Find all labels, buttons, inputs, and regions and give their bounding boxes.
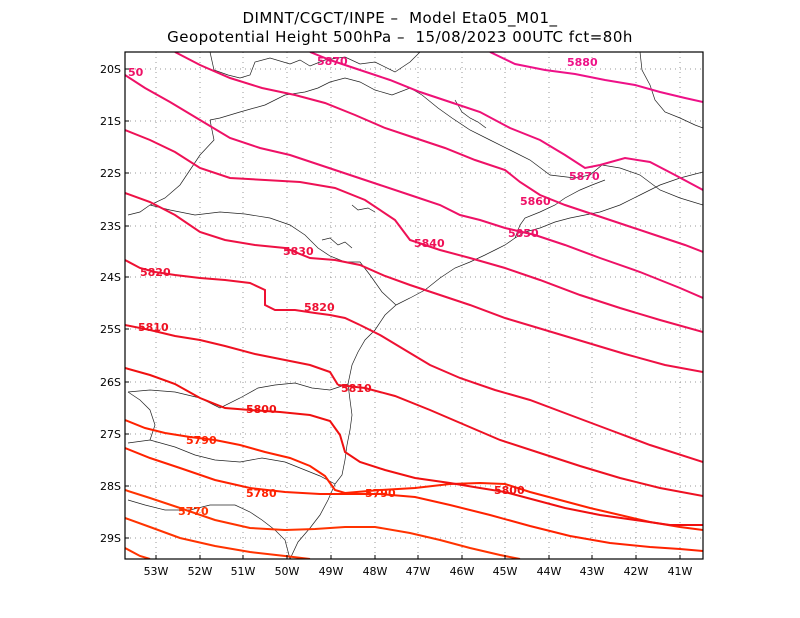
lon-label-43w: 43W <box>580 565 605 578</box>
contour-5860 <box>174 52 703 253</box>
lon-label-53w: 53W <box>144 565 169 578</box>
contour-label-5860: 5860 <box>520 195 551 208</box>
contour-5810-west <box>125 324 339 386</box>
lon-label-49w: 49W <box>319 565 344 578</box>
lon-label-42w: 42W <box>624 565 649 578</box>
contour-label-5790-west: 5790 <box>186 434 217 447</box>
contour-label-5850: 5850 <box>508 227 539 240</box>
contour-label-5770: 5770 <box>178 505 209 518</box>
lon-label-48w: 48W <box>363 565 388 578</box>
contour-5820-east <box>359 324 703 463</box>
latitude-labels: 20S 21S 22S 23S 24S 25S 26S 27S 28S 29S <box>100 63 121 545</box>
lon-label-52w: 52W <box>188 565 213 578</box>
contour-label-50: 50 <box>128 66 144 79</box>
contour-label-5810-west: 5810 <box>138 321 169 334</box>
contour-5800-west <box>125 367 506 493</box>
contour-5820-west <box>125 259 361 326</box>
lake-1 <box>351 204 376 213</box>
state-border-pr-sc <box>127 382 349 409</box>
contour-5790-west <box>125 419 346 494</box>
contour-label-5830: 5830 <box>283 245 314 258</box>
contour-5850 <box>125 74 703 299</box>
lake-3 <box>454 99 487 129</box>
country-border-west <box>127 391 291 559</box>
contour-5800-east <box>504 491 703 526</box>
contour-label-5780: 5780 <box>246 487 277 500</box>
lat-label-26s: 26S <box>100 376 121 389</box>
lon-label-44w: 44W <box>537 565 562 578</box>
lake-2 <box>321 237 353 249</box>
lat-label-29s: 29S <box>100 532 121 545</box>
contour-label-5800-east: 5800 <box>494 484 525 497</box>
contour-label-5880: 5880 <box>567 56 598 69</box>
state-border-mg-sp <box>209 77 703 206</box>
contour-labels: 5770 5780 5790 5790 5800 5800 5810 5810 … <box>128 55 600 518</box>
contour-5750 <box>125 547 151 559</box>
contour-5870-east <box>599 156 703 191</box>
contour-label-5840: 5840 <box>414 237 445 250</box>
coastline-pr-sc <box>289 304 397 559</box>
state-border-sp-pr <box>149 204 397 306</box>
lat-label-28s: 28S <box>100 480 121 493</box>
lat-label-27s: 27S <box>100 428 121 441</box>
contour-label-5820-west: 5820 <box>140 266 171 279</box>
lat-label-22s: 22S <box>100 167 121 180</box>
state-border-sc-rs <box>127 439 336 485</box>
lon-label-41w: 41W <box>668 565 693 578</box>
lat-label-23s: 23S <box>100 220 121 233</box>
lon-label-47w: 47W <box>406 565 431 578</box>
lon-label-51w: 51W <box>231 565 256 578</box>
chart-title-line2: Geopotential Height 500hPa – 15/08/2023 … <box>167 28 633 46</box>
es-border <box>639 52 703 129</box>
height-contours <box>125 52 703 559</box>
lon-label-45w: 45W <box>493 565 518 578</box>
contour-label-5800-west: 5800 <box>246 403 277 416</box>
contour-label-5870-east: 5870 <box>569 170 600 183</box>
contour-label-5870-west: 5870 <box>317 55 348 68</box>
chart-title-line1: DIMNT/CGCT/INPE – Model Eta05_M01_ <box>242 9 558 27</box>
contour-label-5810-east: 5810 <box>341 382 372 395</box>
contour-5880 <box>489 52 703 103</box>
contour-5830 <box>125 192 703 373</box>
state-border-north <box>209 52 421 79</box>
contour-5760 <box>125 517 311 559</box>
lat-label-20s: 20S <box>100 63 121 76</box>
contour-label-5790-east: 5790 <box>365 487 396 500</box>
lat-label-24s: 24S <box>100 271 121 284</box>
lon-label-50w: 50W <box>275 565 300 578</box>
contour-5770 <box>125 489 521 559</box>
axis-ticks <box>125 68 681 559</box>
lon-label-46w: 46W <box>450 565 475 578</box>
contour-5810-east <box>337 384 703 497</box>
rj-bay <box>514 179 606 239</box>
contour-5870-west <box>309 52 601 170</box>
contour-5780 <box>125 447 703 552</box>
plot-frame <box>124 51 704 560</box>
lat-label-25s: 25S <box>100 323 121 336</box>
map-borders <box>127 52 703 559</box>
contour-label-5820-east: 5820 <box>304 301 335 314</box>
contour-5840 <box>125 129 703 333</box>
lat-label-21s: 21S <box>100 115 121 128</box>
longitude-labels: 53W 52W 51W 50W 49W 48W 47W 46W 45W 44W … <box>144 565 693 578</box>
state-border-paranaiba <box>127 119 215 216</box>
